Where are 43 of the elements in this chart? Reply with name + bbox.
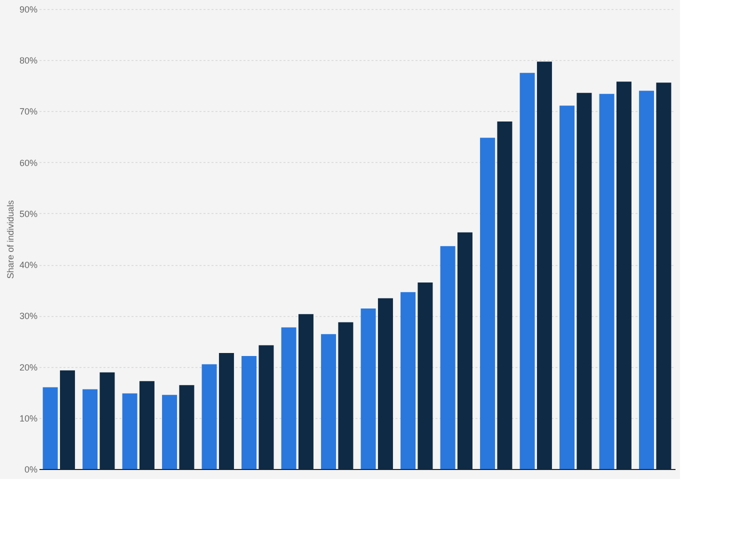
bar	[440, 246, 456, 469]
bar	[202, 364, 217, 469]
bar	[338, 322, 354, 469]
y-tick-label: 60%	[19, 158, 38, 168]
y-tick-label: 40%	[19, 260, 38, 270]
bar	[100, 372, 115, 469]
bar	[457, 232, 472, 469]
bar	[639, 90, 654, 469]
bar	[400, 292, 416, 469]
bar	[536, 62, 552, 469]
bar	[656, 82, 672, 469]
bar	[298, 314, 314, 469]
y-tick-label: 0%	[24, 464, 38, 474]
y-tick-label: 90%	[19, 4, 38, 14]
y-tick-label: 50%	[19, 208, 38, 219]
bar	[139, 381, 154, 469]
bar	[378, 298, 393, 469]
bar	[520, 72, 535, 469]
y-tick-label: 80%	[19, 56, 38, 66]
bar	[360, 308, 376, 469]
bar	[616, 82, 632, 469]
bar	[258, 345, 274, 469]
bar	[218, 352, 234, 469]
bar	[497, 121, 512, 469]
y-tick-label: 30%	[19, 311, 38, 322]
y-axis-title: Share of individuals	[5, 200, 16, 279]
bar	[599, 94, 614, 469]
bar	[162, 394, 178, 469]
bar	[281, 327, 296, 469]
bar	[480, 138, 496, 469]
bar	[42, 387, 58, 469]
bar	[82, 389, 98, 469]
y-tick-label: 20%	[19, 362, 38, 372]
bar	[60, 370, 75, 469]
y-tick-label: 70%	[19, 106, 38, 117]
bar	[576, 92, 592, 469]
y-tick-label: 10%	[19, 413, 38, 424]
bar	[242, 356, 257, 469]
bar	[560, 106, 575, 469]
bar	[418, 282, 433, 469]
bar	[321, 334, 336, 469]
bar	[122, 393, 138, 469]
bar	[179, 385, 194, 469]
